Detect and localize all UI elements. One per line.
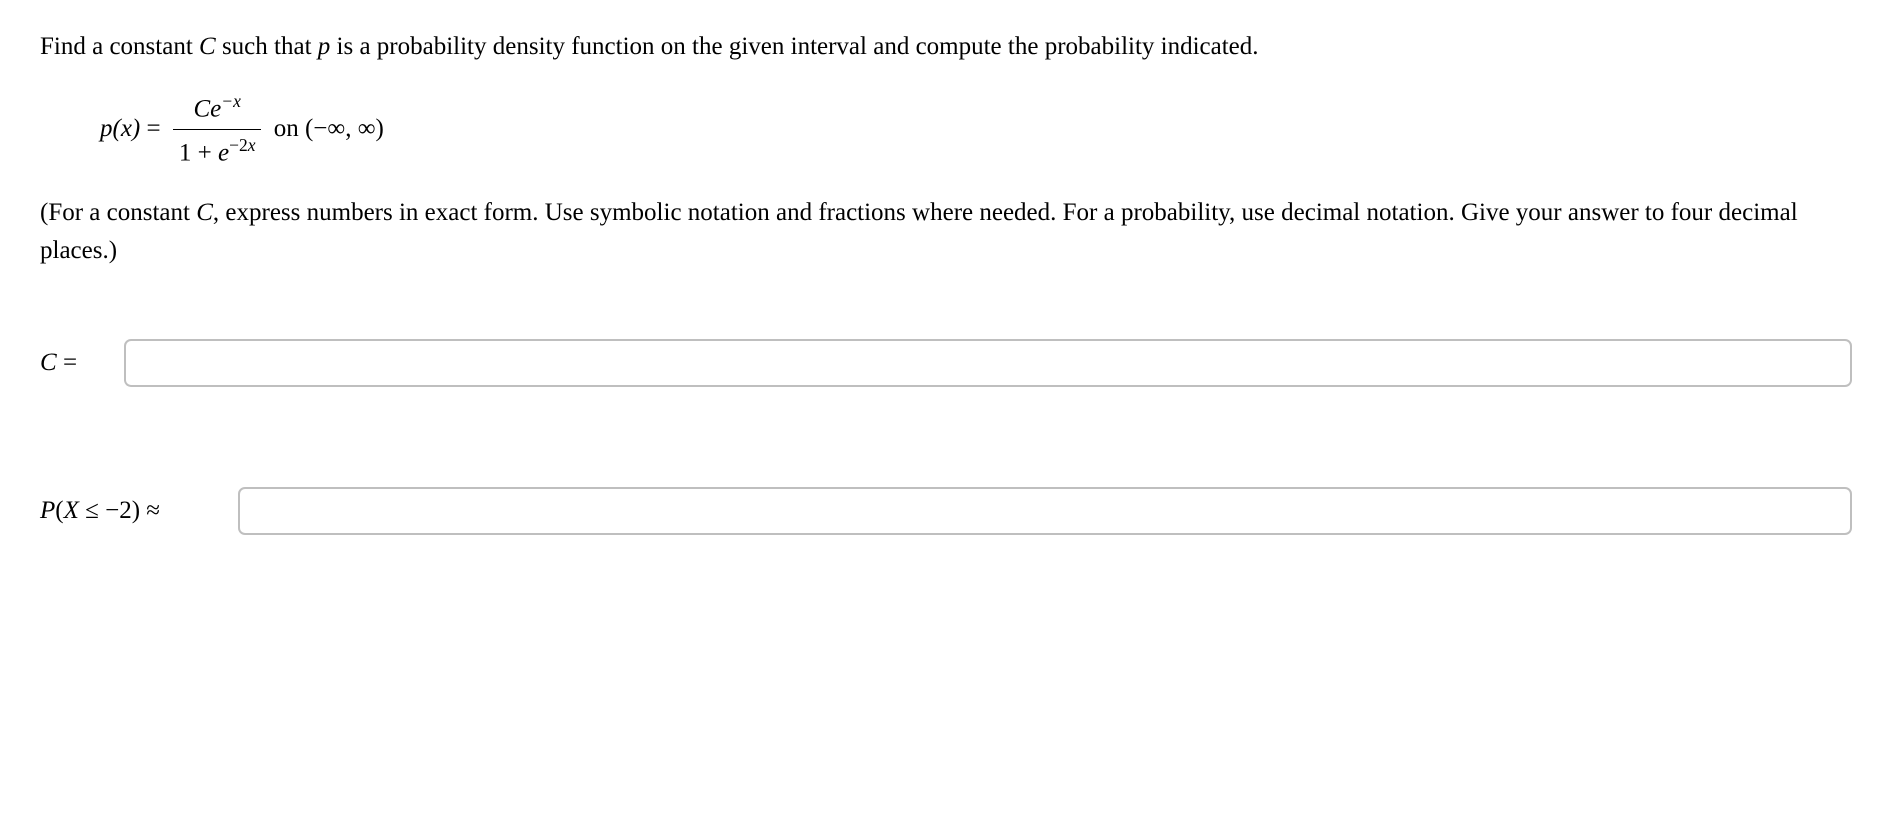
p-prefix: P [40,497,55,524]
p-input[interactable] [238,487,1852,535]
var-p: p [318,33,331,60]
formula: p(x) = Ce−x 1 + e−2x on (−∞, ∞) [100,88,1852,173]
den-pre: 1 + [179,140,218,167]
formula-lhs: p(x) [100,115,140,142]
instructions-pre: (For a constant [40,199,196,226]
num-e: e [210,95,221,122]
var-c: C [199,33,216,60]
den-e: e [218,140,229,167]
p-rel: ≤ −2 [79,497,132,524]
intro-text-post: is a probability density function on the… [330,33,1258,60]
intro-text-pre: Find a constant [40,33,199,60]
formula-domain: on (−∞, ∞) [274,115,384,142]
formula-numerator: Ce−x [173,88,262,131]
formula-denominator: 1 + e−2x [173,130,262,172]
answer-row-p: P(X ≤ −2) ≈ [40,487,1852,535]
formula-equals: = [140,115,167,142]
problem-statement: Find a constant C such that p is a proba… [40,28,1852,66]
intro-text-mid1: such that [216,33,318,60]
c-label: C = [40,344,96,382]
p-label: P(X ≤ −2) ≈ [40,492,210,530]
answer-row-c: C = [40,339,1852,387]
den-exp: −2x [229,135,255,155]
p-open: ( [55,497,63,524]
c-var: C [40,349,57,376]
instructions-var-c: C [196,199,213,226]
formula-fraction: Ce−x 1 + e−2x [173,88,262,173]
p-x: X [64,497,79,524]
c-eq: = [57,349,77,376]
num-c: C [193,95,210,122]
num-exp: −x [221,91,241,111]
instructions: (For a constant C, express numbers in ex… [40,194,1852,269]
c-input[interactable] [124,339,1852,387]
instructions-post: , express numbers in exact form. Use sym… [40,199,1798,264]
p-close: ) ≈ [132,497,160,524]
